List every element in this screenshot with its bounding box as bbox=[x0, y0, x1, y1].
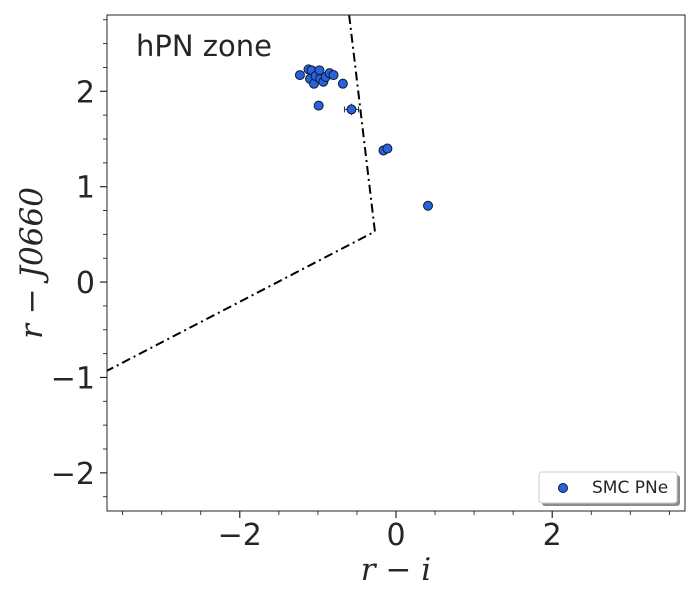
y-tick-label: 1 bbox=[76, 171, 95, 206]
x-tick-label: 2 bbox=[543, 518, 562, 553]
plot-area bbox=[107, 15, 434, 372]
plot-frame bbox=[106, 14, 686, 512]
hpn-boundary-line bbox=[107, 15, 376, 372]
x-tick-label: 0 bbox=[386, 518, 405, 553]
legend-box bbox=[538, 471, 678, 504]
x-tick-label: −2 bbox=[218, 518, 262, 553]
data-point bbox=[382, 143, 393, 154]
legend: SMC PNe bbox=[538, 471, 680, 506]
legend-label: SMC PNe bbox=[592, 478, 668, 498]
y-tick-label: −1 bbox=[51, 361, 95, 396]
y-axis-label: r − J0660 bbox=[14, 187, 50, 339]
y-tick-label: 2 bbox=[76, 75, 95, 110]
x-axis-label: r − i bbox=[361, 552, 431, 588]
data-point bbox=[337, 78, 348, 89]
data-point bbox=[294, 70, 305, 81]
y-tick-label: 0 bbox=[76, 266, 95, 301]
data-point bbox=[328, 70, 339, 81]
legend-marker bbox=[558, 483, 568, 493]
hpn-zone-annotation: hPN zone bbox=[136, 29, 272, 63]
data-point bbox=[423, 200, 434, 211]
y-tick-label: −2 bbox=[51, 457, 95, 492]
data-point bbox=[346, 104, 357, 115]
data-point bbox=[313, 100, 324, 111]
axis-ticks: −2 0 2 −2 −1 0 1 2 bbox=[51, 19, 670, 553]
